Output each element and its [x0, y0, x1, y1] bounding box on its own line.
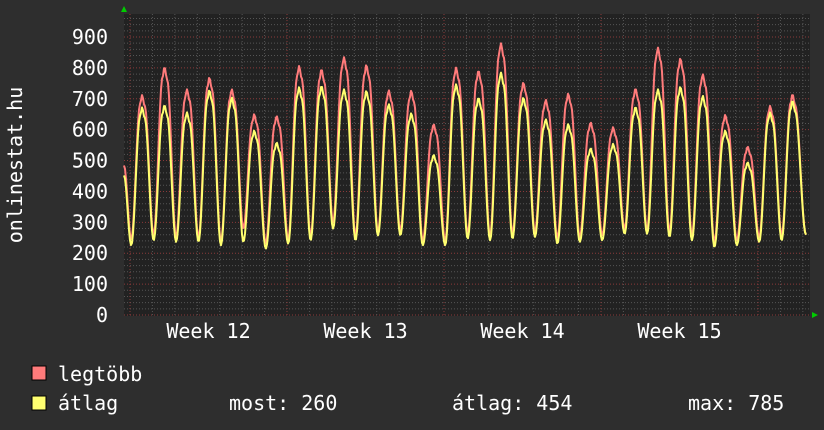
- y-axis-arrow-icon: [121, 6, 127, 12]
- series-lines: [123, 42, 807, 250]
- stat-average: átlag: 454: [452, 391, 572, 415]
- y-axis-label: onlinestat.hu: [3, 87, 27, 244]
- y-tick-label: 600: [72, 118, 108, 142]
- legend-label-atlag: átlag: [58, 391, 118, 415]
- x-tick-label: Week 13: [323, 319, 407, 343]
- y-tick-label: 300: [72, 210, 108, 234]
- x-axis-ticks: Week 12 Week 13 Week 14 Week 15: [166, 319, 721, 343]
- y-tick-label: 800: [72, 56, 108, 80]
- x-tick-label: Week 12: [166, 319, 250, 343]
- stat-max: max: 785: [688, 391, 784, 415]
- x-tick-label: Week 15: [637, 319, 721, 343]
- legend-swatch-legtobb: [31, 365, 47, 381]
- y-tick-label: 0: [96, 303, 108, 327]
- y-tick-label: 200: [72, 241, 108, 265]
- stat-current: most: 260: [229, 391, 337, 415]
- x-axis-arrow-icon: [812, 312, 818, 318]
- legend-swatch-atlag: [31, 395, 47, 411]
- y-tick-label: 700: [72, 87, 108, 111]
- y-tick-label: 100: [72, 272, 108, 296]
- y-axis-ticks: 0 100 200 300 400 500 600 700 800 900: [72, 25, 108, 327]
- y-tick-label: 500: [72, 149, 108, 173]
- x-tick-label: Week 14: [480, 319, 564, 343]
- series-line-atlag: [123, 71, 807, 250]
- y-tick-label: 900: [72, 25, 108, 49]
- y-tick-label: 400: [72, 179, 108, 203]
- grid: [124, 14, 810, 316]
- legend-label-legtobb: legtöbb: [58, 362, 142, 386]
- plot-area: [124, 14, 810, 316]
